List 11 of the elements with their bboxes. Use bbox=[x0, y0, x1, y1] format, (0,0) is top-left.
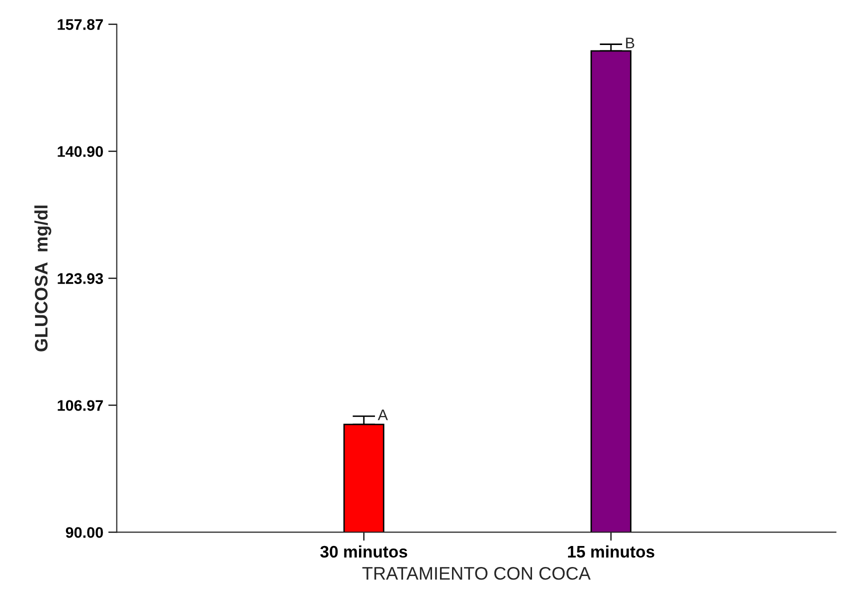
y-tick-label: 90.00 bbox=[66, 527, 103, 538]
annotation: B bbox=[626, 38, 634, 48]
y-axis-title: GLUCOSA mg/dl bbox=[34, 206, 52, 352]
y-tick-label: 123.93 bbox=[58, 273, 104, 284]
y-tick-label: 157.87 bbox=[58, 19, 103, 30]
y-tick-label: 140.90 bbox=[58, 146, 103, 157]
y-tick-label: 106.97 bbox=[58, 400, 103, 411]
x-tick-label: 15 minutos bbox=[568, 545, 654, 558]
x-axis-title: TRATAMIENTO CON COCA bbox=[362, 566, 591, 580]
annotation: A bbox=[378, 410, 388, 420]
x-tick-label: 30 minutos bbox=[320, 545, 408, 558]
